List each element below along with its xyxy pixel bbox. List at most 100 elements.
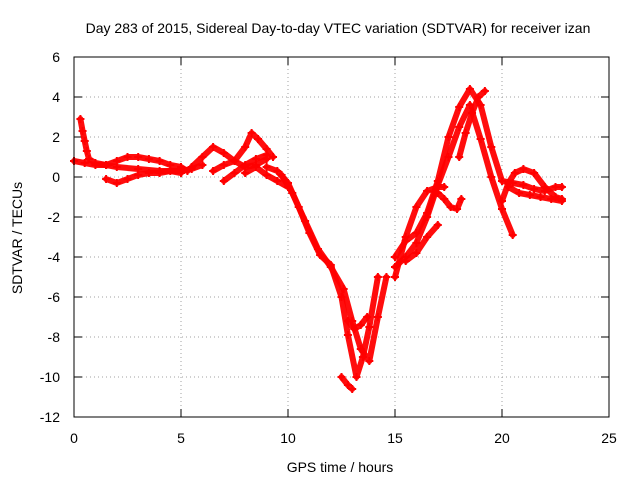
data-point — [102, 161, 111, 169]
data-point — [350, 325, 359, 333]
series-track-10 — [277, 171, 391, 365]
data-point — [78, 127, 87, 135]
data-point — [401, 237, 410, 245]
data-point — [219, 177, 228, 185]
data-point — [365, 357, 374, 365]
y-tick-label: 0 — [52, 169, 60, 185]
data-point — [440, 195, 449, 203]
data-point — [155, 169, 164, 177]
series-track-11 — [337, 373, 357, 393]
data-point — [219, 149, 228, 157]
data-point — [155, 157, 164, 165]
data-point — [326, 263, 335, 271]
series-track-12 — [343, 313, 372, 333]
data-point — [373, 313, 382, 321]
series-track-20 — [504, 183, 566, 205]
data-point — [123, 175, 132, 183]
data-point — [254, 135, 263, 143]
data-point — [391, 273, 399, 281]
data-point — [209, 167, 218, 175]
series-track-7 — [219, 151, 271, 185]
data-point — [262, 163, 271, 171]
data-point — [530, 169, 539, 177]
data-point — [209, 143, 218, 151]
data-point — [337, 373, 346, 381]
series-line — [499, 166, 565, 204]
data-point — [273, 177, 282, 185]
y-tick-label: -10 — [40, 369, 60, 385]
grid — [74, 57, 609, 417]
plot-frame — [73, 56, 610, 418]
series-track-17 — [433, 189, 466, 213]
data-point — [144, 155, 153, 163]
data-point — [547, 195, 556, 203]
data-point — [391, 253, 399, 261]
data-point — [313, 245, 322, 253]
data-point — [134, 171, 143, 179]
y-tick-label: -6 — [48, 289, 61, 305]
data-point — [423, 213, 432, 221]
chart-title: Day 283 of 2015, Sidereal Day-to-day VTE… — [86, 20, 591, 36]
series-track-6 — [209, 129, 278, 175]
data-point — [530, 185, 539, 193]
data-point — [183, 167, 192, 175]
data-point — [412, 249, 421, 257]
data-point — [433, 181, 442, 189]
data-point — [453, 205, 462, 213]
data-point — [230, 169, 239, 177]
data-point — [525, 191, 534, 199]
data-point — [112, 179, 121, 187]
data-point — [444, 133, 453, 141]
data-point — [187, 163, 196, 171]
x-tick-labels: 0 5 10 15 20 25 — [70, 430, 617, 446]
x-tick-label: 20 — [494, 430, 510, 446]
series-line — [392, 102, 516, 270]
data-point — [412, 203, 421, 211]
data-point — [510, 169, 519, 177]
data-point — [363, 313, 372, 321]
data-point — [455, 103, 464, 111]
data-point — [515, 189, 524, 197]
data-point — [241, 161, 250, 169]
y-tick-label: -4 — [48, 249, 61, 265]
data-series — [70, 85, 566, 393]
data-point — [198, 161, 207, 169]
series-track-15 — [391, 101, 517, 271]
data-point — [519, 181, 528, 189]
y-tick-label: 2 — [52, 129, 60, 145]
data-point — [446, 203, 455, 211]
data-point — [269, 153, 278, 161]
data-point — [423, 233, 432, 241]
data-point — [84, 155, 93, 163]
series-track-16 — [401, 221, 442, 265]
data-point — [444, 153, 453, 161]
data-point — [123, 153, 132, 161]
y-tick-label: -12 — [40, 409, 60, 425]
data-point — [487, 173, 496, 181]
x-tick-label: 10 — [280, 430, 296, 446]
data-point — [498, 197, 506, 205]
y-tick-label: 6 — [52, 49, 60, 65]
data-point — [277, 171, 286, 179]
data-point — [476, 135, 485, 143]
data-point — [91, 159, 100, 167]
data-point — [352, 373, 361, 381]
data-point — [112, 157, 121, 165]
data-point — [536, 193, 545, 201]
data-point — [365, 323, 374, 331]
data-point — [262, 171, 271, 179]
data-point — [557, 183, 566, 191]
series-track-18 — [455, 87, 489, 161]
data-point — [80, 159, 89, 167]
data-point — [433, 221, 442, 229]
data-point — [465, 85, 474, 93]
data-point — [80, 137, 89, 145]
data-point — [262, 151, 271, 159]
data-point — [343, 317, 352, 325]
data-point — [339, 285, 348, 293]
data-point — [356, 321, 365, 329]
y-tick-label: -2 — [48, 209, 61, 225]
data-point — [412, 239, 421, 247]
x-tick-label: 25 — [601, 430, 617, 446]
data-point — [343, 331, 352, 339]
